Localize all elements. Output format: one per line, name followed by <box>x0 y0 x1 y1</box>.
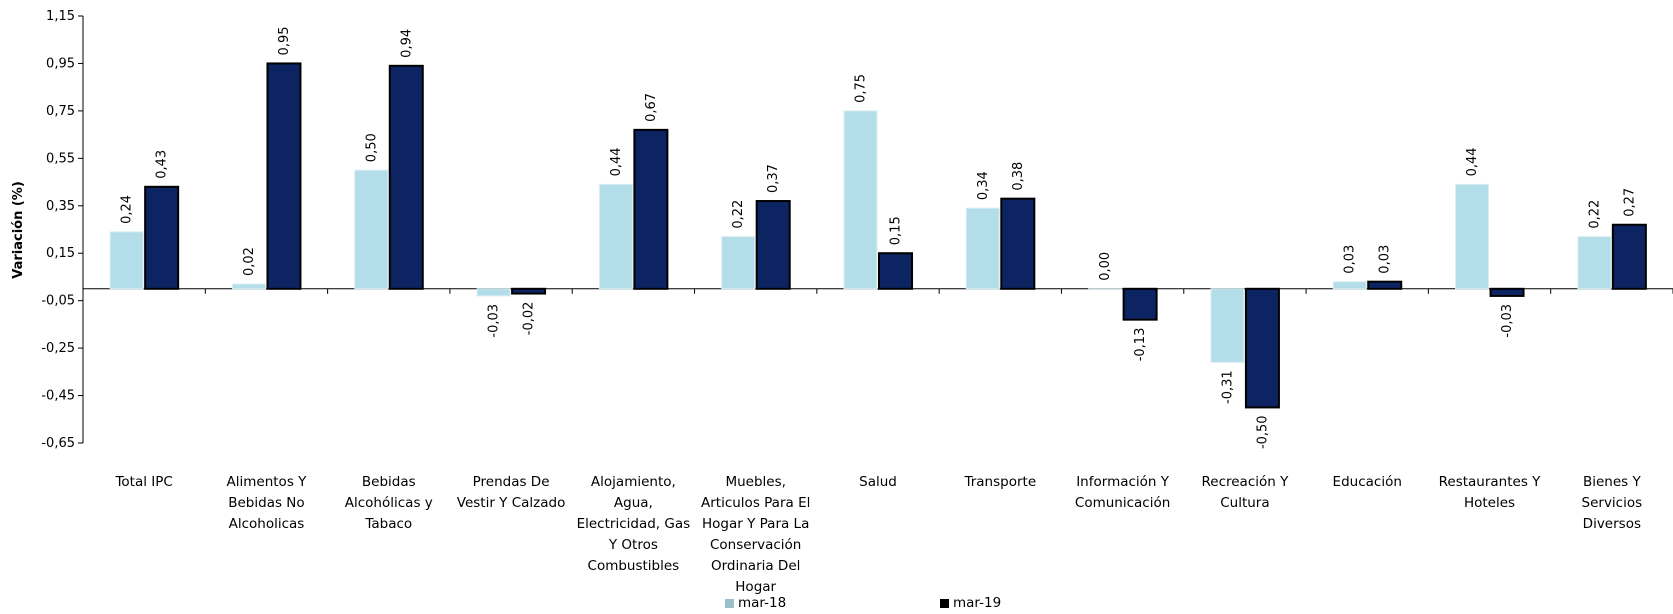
value-label: 0,22 <box>731 200 746 229</box>
y-tick-label: 0,15 <box>46 246 75 261</box>
x-tick-label: Información Y Comunicación <box>1074 473 1171 511</box>
y-tick-label: 0,35 <box>46 199 75 214</box>
x-tick-label: Transporte <box>964 473 1037 490</box>
value-label: 0,03 <box>1343 245 1358 274</box>
x-tick-label: Total IPC <box>115 473 173 490</box>
bar <box>511 287 547 295</box>
value-label: 0,94 <box>399 29 414 58</box>
value-label: 0,03 <box>1378 245 1393 274</box>
x-tick-label: Restaurantes Y Hoteles <box>1438 473 1541 511</box>
x-tick-label: Recreación Y Cultura <box>1201 473 1289 511</box>
y-tick-label: -0,25 <box>41 341 75 356</box>
value-label: 0,44 <box>609 147 624 176</box>
bar <box>598 183 633 290</box>
bar <box>1122 287 1158 321</box>
y-tick-label: -0,45 <box>41 389 75 404</box>
x-tick-label: Muebles, Articulos Para El Hogar Y Para … <box>701 473 811 595</box>
x-tick-label: Prendas De Vestir Y Calzado <box>456 473 566 511</box>
bar <box>1577 236 1612 290</box>
bar <box>1611 223 1647 290</box>
value-label: 0,37 <box>766 164 781 193</box>
y-tick-label: 0,75 <box>46 104 75 119</box>
bar <box>354 169 389 290</box>
bar <box>878 252 913 290</box>
y-tick-label: 0,95 <box>46 56 75 71</box>
value-label: -0,31 <box>1220 370 1235 404</box>
bar <box>1367 280 1403 290</box>
bar <box>755 200 791 290</box>
legend-item: mar-19 <box>940 595 1001 611</box>
value-label: 0,67 <box>644 93 659 122</box>
value-label: 0,44 <box>1465 147 1480 176</box>
x-tick-label: Salud <box>859 473 897 490</box>
bar <box>476 288 511 297</box>
x-tick-label: Alojamiento, Agua, Electricidad, Gas Y O… <box>576 473 691 574</box>
y-tick-label: 0,55 <box>46 151 75 166</box>
value-label: 0,15 <box>889 216 904 245</box>
bar <box>1244 287 1280 409</box>
bar <box>1332 281 1367 290</box>
legend-label: mar-19 <box>953 595 1002 611</box>
bar <box>965 207 1000 290</box>
bar <box>843 110 878 290</box>
bar <box>1455 183 1490 290</box>
x-tick-label: Bienes Y Servicios Diversos <box>1581 473 1643 532</box>
value-label: 0,02 <box>242 247 257 276</box>
bar <box>1210 288 1245 363</box>
bar <box>721 236 756 290</box>
value-label: -0,13 <box>1133 328 1148 362</box>
y-axis-title: Variación (%) <box>11 181 26 279</box>
y-tick-label: -0,65 <box>41 436 75 451</box>
value-label: 0,22 <box>1587 200 1602 229</box>
bar <box>633 128 669 290</box>
value-label: -0,03 <box>487 304 502 338</box>
x-tick-label: Educación <box>1332 473 1402 490</box>
value-label: 0,24 <box>120 195 135 224</box>
value-label: 0,43 <box>155 150 170 179</box>
bar <box>144 185 180 290</box>
x-tick-label: Alimentos Y Bebidas No Alcoholicas <box>226 473 307 532</box>
value-label: 0,34 <box>976 171 991 200</box>
legend-swatch <box>725 598 734 608</box>
value-label: 0,27 <box>1622 188 1637 217</box>
x-tick-label: Bebidas Alcohólicas y Tabaco <box>344 473 433 532</box>
value-label: 0,75 <box>854 74 869 103</box>
bar <box>109 231 144 290</box>
value-label: -0,02 <box>522 302 537 336</box>
bar <box>231 283 266 290</box>
bar <box>388 64 424 290</box>
value-label: 0,00 <box>1098 252 1113 281</box>
value-label: 0,38 <box>1011 162 1026 191</box>
value-label: -0,50 <box>1255 415 1270 449</box>
y-tick-label: 1,15 <box>46 9 75 24</box>
bar <box>266 62 302 290</box>
value-label: 0,95 <box>277 26 292 55</box>
legend-item: mar-18 <box>725 595 786 611</box>
legend-label: mar-18 <box>738 595 787 611</box>
value-label: -0,03 <box>1500 304 1515 338</box>
value-label: 0,50 <box>364 133 379 162</box>
y-tick-label: -0,05 <box>41 294 75 309</box>
bar <box>1000 197 1036 290</box>
bar <box>1489 287 1525 297</box>
legend-swatch <box>940 598 949 608</box>
